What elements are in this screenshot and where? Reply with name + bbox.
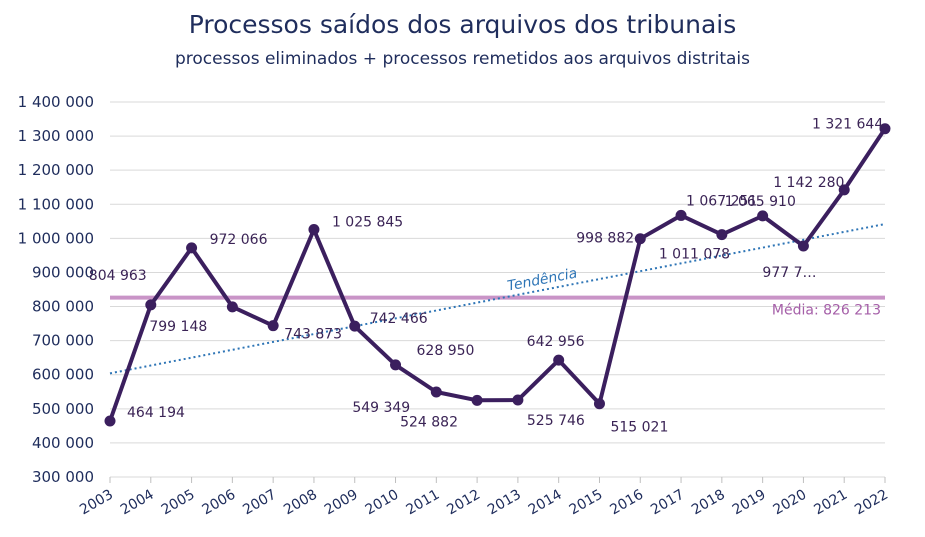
data-point — [838, 184, 850, 196]
y-tick-label: 500 000 — [32, 400, 94, 418]
x-tick-label: 2003 — [77, 487, 116, 519]
data-label: 524 882 — [400, 414, 458, 430]
x-tick-label: 2010 — [363, 487, 402, 519]
series-line — [108, 127, 887, 422]
data-label: 804 963 — [89, 268, 147, 284]
x-tick-label: 2004 — [118, 487, 157, 519]
data-label: 1 142 280 — [773, 175, 844, 191]
x-tick-label: 2008 — [281, 487, 320, 519]
y-tick-label: 900 000 — [32, 263, 94, 281]
y-tick-label: 1 300 000 — [18, 127, 94, 145]
y-tick-label: 1 100 000 — [18, 195, 94, 213]
x-tick-label: 2014 — [526, 487, 565, 519]
data-point — [797, 240, 809, 252]
y-tick-label: 600 000 — [32, 366, 94, 384]
y-tick-label: 400 000 — [32, 434, 94, 452]
x-tick-label: 2021 — [811, 487, 850, 519]
y-tick-label: 1 000 000 — [18, 229, 94, 247]
data-label: 1 065 910 — [725, 194, 796, 210]
data-label: 1 321 644 — [812, 117, 883, 133]
x-tick-label: 2009 — [322, 487, 361, 519]
x-axis-ticks: 2003 2004 2005 2006 2007 2008 2009 2010 2011 2012… — [77, 477, 891, 518]
gridlines — [110, 101, 885, 478]
data-label: 1 067 251 — [686, 193, 757, 209]
x-tick-label: 2016 — [607, 487, 646, 519]
data-label: 972 066 — [210, 232, 268, 248]
data-label: 464 194 — [127, 405, 185, 421]
data-label: 742 466 — [370, 311, 428, 327]
data-label: 642 956 — [527, 334, 585, 350]
data-point — [675, 209, 687, 221]
mean-line-group: Média: 826 213 — [110, 295, 885, 319]
data-label: 1 011 078 — [659, 247, 730, 263]
data-point — [879, 123, 891, 135]
x-tick-label: 2007 — [240, 487, 279, 519]
x-tick-label: 2012 — [444, 487, 483, 519]
x-tick-label: 2017 — [648, 487, 687, 519]
x-tick-label: 2005 — [159, 487, 198, 519]
y-tick-label: 700 000 — [32, 332, 94, 350]
data-point — [390, 359, 402, 371]
data-point — [593, 398, 605, 410]
data-point — [757, 210, 769, 222]
y-tick-label: 800 000 — [32, 298, 94, 316]
data-point — [308, 224, 320, 236]
trend-line — [109, 223, 886, 375]
data-point — [512, 394, 524, 406]
data-point — [145, 299, 157, 311]
data-label: 799 148 — [149, 319, 207, 335]
y-tick-label: 300 000 — [32, 468, 94, 486]
x-tick-label: 2006 — [200, 487, 239, 519]
data-label: 743 873 — [284, 327, 342, 343]
y-axis-ticks: 300 000 400 000 500 000 600 000 700 000 800 0… — [18, 93, 94, 486]
x-tick-label: 2015 — [567, 487, 606, 519]
x-tick-label: 2011 — [403, 487, 442, 519]
chart-subtitle: processos eliminados + processos remetid… — [174, 49, 750, 69]
data-label: 628 950 — [417, 343, 475, 359]
data-label: 549 349 — [352, 400, 410, 416]
data-point — [471, 394, 483, 406]
data-label: 1 025 845 — [332, 215, 403, 231]
data-point — [553, 354, 565, 366]
mean-label: Média: 826 213 — [772, 303, 881, 319]
y-tick-label: 1 400 000 — [18, 93, 94, 111]
x-tick-label: 2020 — [771, 487, 810, 519]
data-label: 525 746 — [527, 413, 585, 429]
data-labels: 464 194 804 963 972 066 799 148 743 873 1 025… — [89, 117, 884, 436]
x-tick-label: 2018 — [689, 487, 728, 519]
chart-title: Processos saídos dos arquivos dos tribun… — [188, 10, 737, 39]
data-point — [267, 320, 279, 332]
data-point — [226, 301, 238, 313]
x-tick-label: 2022 — [852, 487, 891, 519]
x-tick-label: 2019 — [730, 487, 769, 519]
data-point — [349, 320, 361, 332]
series-group — [104, 123, 891, 427]
data-point — [104, 415, 116, 427]
y-tick-label: 1 200 000 — [18, 161, 94, 179]
data-label: 977 7… — [762, 265, 816, 281]
data-label: 998 882 — [576, 231, 634, 247]
data-point — [186, 242, 198, 254]
data-label: 515 021 — [610, 420, 668, 436]
data-point — [716, 229, 728, 241]
data-point — [634, 233, 646, 245]
data-point — [430, 386, 442, 398]
x-tick-label: 2013 — [485, 487, 524, 519]
